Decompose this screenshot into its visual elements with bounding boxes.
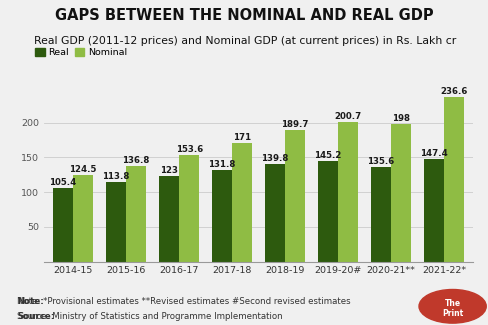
Text: Note:: Note: <box>17 297 44 306</box>
Ellipse shape <box>419 290 486 323</box>
Text: 135.6: 135.6 <box>367 157 395 166</box>
Text: Note: *Provisional estimates **Revised estimates #Second revised estimates: Note: *Provisional estimates **Revised e… <box>17 297 351 306</box>
Bar <box>53 188 73 262</box>
Text: 153.6: 153.6 <box>176 145 203 154</box>
Text: The: The <box>445 299 461 308</box>
Bar <box>212 170 232 262</box>
Bar <box>391 124 411 262</box>
Text: Source: Ministry of Statistics and Programme Implementation: Source: Ministry of Statistics and Progr… <box>17 312 283 321</box>
Text: 123: 123 <box>160 166 178 175</box>
Text: 113.8: 113.8 <box>102 173 130 181</box>
Bar <box>265 164 285 262</box>
Text: GAPS BETWEEN THE NOMINAL AND REAL GDP: GAPS BETWEEN THE NOMINAL AND REAL GDP <box>55 8 433 23</box>
Legend: Real, Nominal: Real, Nominal <box>31 44 131 61</box>
Text: 200.7: 200.7 <box>335 112 362 121</box>
Text: 139.8: 139.8 <box>262 154 289 163</box>
Bar <box>285 130 305 262</box>
Bar <box>159 176 179 262</box>
Text: Source:: Source: <box>17 312 54 321</box>
Text: 236.6: 236.6 <box>441 87 468 96</box>
Text: 105.4: 105.4 <box>49 178 77 187</box>
Bar <box>106 182 126 262</box>
Bar <box>179 155 199 262</box>
Text: 145.2: 145.2 <box>314 150 342 160</box>
Text: 198: 198 <box>392 114 410 123</box>
Bar <box>371 167 391 262</box>
Bar <box>232 143 252 262</box>
Text: 189.7: 189.7 <box>282 120 309 129</box>
Bar <box>73 175 93 262</box>
Text: 131.8: 131.8 <box>208 160 236 169</box>
Bar <box>424 159 444 262</box>
Bar <box>444 97 465 262</box>
Text: 171: 171 <box>233 133 251 142</box>
Text: 124.5: 124.5 <box>69 165 97 174</box>
Text: Print: Print <box>442 308 463 318</box>
Bar <box>126 166 146 262</box>
Bar <box>318 161 338 262</box>
Text: Real GDP (2011-12 prices) and Nominal GDP (at current prices) in Rs. Lakh cr: Real GDP (2011-12 prices) and Nominal GD… <box>34 36 456 46</box>
Bar <box>338 122 358 262</box>
Text: 136.8: 136.8 <box>122 156 150 165</box>
Text: 147.4: 147.4 <box>420 149 448 158</box>
